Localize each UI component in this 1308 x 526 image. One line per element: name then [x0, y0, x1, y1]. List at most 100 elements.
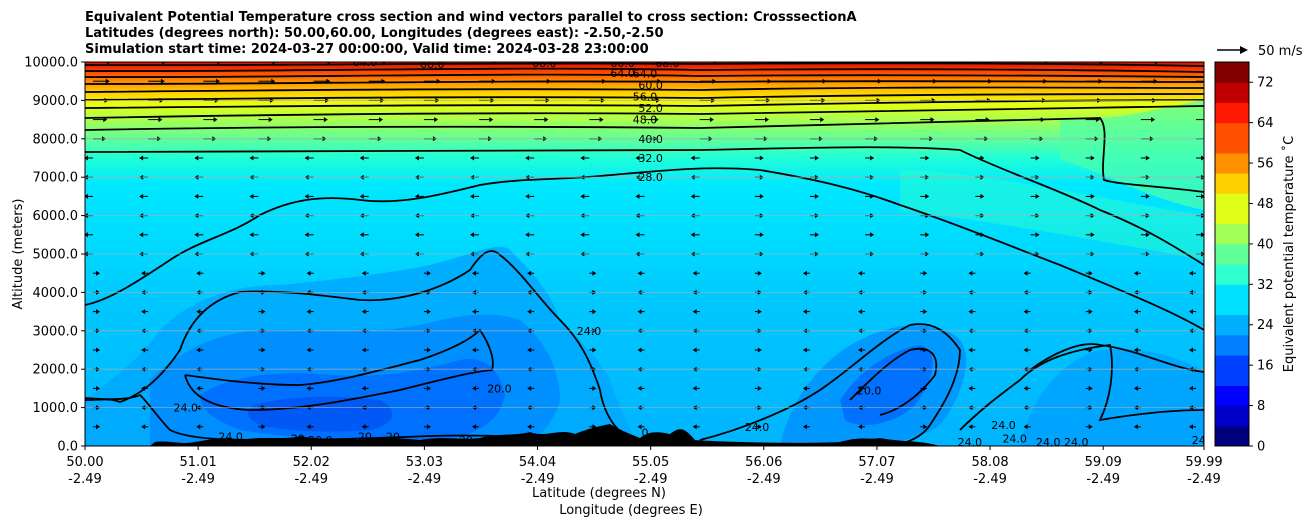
- colorbar-tick-label: 0: [1257, 440, 1265, 455]
- wind-vector-head: [196, 385, 201, 391]
- wind-vector-head: [470, 232, 475, 238]
- wind-vector-head: [692, 270, 697, 276]
- contour-label: 32.0: [638, 152, 663, 165]
- colorbar-segment: [1215, 435, 1249, 447]
- wind-vector-head: [261, 385, 266, 391]
- wind-vector-head: [592, 347, 597, 353]
- title-line: Latitudes (degrees north): 50.00,60.00, …: [85, 26, 664, 41]
- wind-vector-head: [802, 347, 807, 353]
- wind-vector-head: [327, 62, 332, 65]
- wind-vector-head: [692, 347, 697, 353]
- colorbar-tick-label: 56: [1257, 157, 1274, 172]
- wind-vector-head: [870, 232, 875, 238]
- wind-vector-head: [525, 193, 530, 199]
- wind-vector-head: [96, 424, 100, 430]
- wind-vector-head: [96, 270, 100, 276]
- wind-vector-head: [989, 62, 994, 65]
- contour-label: 68.0: [420, 58, 445, 71]
- wind-vector-head: [1154, 62, 1159, 65]
- wind-vector-head: [249, 193, 254, 199]
- x-tick-label-lat: 59.09: [1085, 455, 1122, 470]
- wind-vector-head: [85, 232, 88, 238]
- contour-label: 64.0: [610, 67, 635, 80]
- colorbar-tick-label: 48: [1257, 197, 1274, 212]
- colorbar-tick-label: 24: [1257, 318, 1274, 333]
- colorbar-segment: [1215, 132, 1249, 144]
- wind-vector-head: [306, 270, 311, 276]
- wind-vector-head: [1088, 270, 1093, 276]
- wind-vector-head: [968, 270, 973, 276]
- y-tick-label: 9000.0: [33, 94, 79, 109]
- wind-vector-head: [968, 347, 973, 353]
- y-tick-label: 7000.0: [33, 171, 79, 186]
- wind-vector-head: [1095, 117, 1100, 123]
- contour-line: [85, 67, 1204, 73]
- contour-label: 60.0: [610, 57, 635, 70]
- wind-vector-head: [139, 155, 144, 161]
- contour-label: 24.0: [958, 436, 983, 449]
- wind-vector-head: [268, 117, 273, 123]
- wind-vector-head: [359, 232, 364, 238]
- wind-vector-head: [249, 155, 254, 161]
- wind-vector-head: [602, 78, 607, 84]
- title-line: Equivalent Potential Temperature cross s…: [85, 10, 857, 25]
- x-tick-label-lon: -2.49: [521, 472, 555, 487]
- wind-vector-head: [925, 232, 930, 238]
- wind-vector-head: [637, 309, 642, 315]
- wind-vector-head: [361, 347, 366, 353]
- colorbar-segment: [1215, 415, 1249, 427]
- contour-line-20: [184, 328, 494, 411]
- wind-vector-head: [635, 155, 640, 161]
- contour-line: [85, 86, 1204, 93]
- wind-vector-head: [1189, 347, 1193, 353]
- wind-vector-head: [306, 347, 311, 353]
- contour-label: 20.0: [487, 382, 512, 395]
- wind-vector-head: [1035, 155, 1040, 161]
- wind-vector-head: [709, 117, 714, 123]
- wind-vector-head: [1088, 385, 1093, 391]
- wind-vector-head: [802, 385, 807, 391]
- wind-vector-head: [158, 117, 163, 123]
- wind-vector-head: [1044, 62, 1049, 65]
- contour-label: 20.0: [308, 434, 333, 447]
- colorbar-segment: [1215, 375, 1249, 386]
- title-line: Simulation start time: 2024-03-27 00:00:…: [85, 42, 649, 57]
- wind-vector-head: [139, 193, 144, 199]
- wind-vector-head: [879, 62, 884, 65]
- contour-line: [85, 73, 1204, 79]
- wind-vector-head: [326, 78, 331, 84]
- wind-vector-head: [546, 78, 551, 84]
- contour-line: [85, 105, 1204, 119]
- wind-vector-head: [1090, 193, 1095, 199]
- wind-vector-head: [858, 309, 863, 315]
- colorbar: 0 8 16 24 32 40 48 56 64 72: [1214, 61, 1274, 455]
- wind-vector-head: [1209, 79, 1213, 84]
- x-tick-label-lon: -2.49: [634, 472, 668, 487]
- y-tick-label: 5000.0: [33, 248, 79, 263]
- wind-vector-head: [603, 62, 608, 65]
- wind-vector-head: [767, 78, 772, 84]
- wind-vector-head: [1133, 385, 1138, 391]
- contour-line: [85, 80, 1204, 85]
- wind-vector-head: [980, 155, 985, 161]
- wind-vector-head: [757, 385, 762, 391]
- colorbar-segment: [1215, 92, 1249, 103]
- wind-vector-head: [592, 270, 597, 276]
- wind-vector-head: [493, 62, 498, 65]
- colorbar-segment: [1215, 294, 1249, 306]
- wind-vector-head: [870, 193, 875, 199]
- wind-vector-head: [141, 424, 146, 430]
- wind-vector-head: [1145, 155, 1150, 161]
- contour-label: 20: [257, 436, 271, 449]
- wind-vector-head: [802, 309, 807, 315]
- contour-label: 48.0: [633, 114, 658, 127]
- colorbar-segment: [1215, 405, 1249, 417]
- colorbar-segment: [1215, 142, 1249, 154]
- contour-line: [85, 93, 1204, 101]
- wind-vector-head: [105, 78, 110, 84]
- wind-vector-head: [304, 155, 309, 161]
- wind-vector-head: [472, 424, 477, 430]
- wind-vector-head: [592, 424, 597, 430]
- colorbar-segment: [1215, 213, 1249, 225]
- wind-vector-head: [985, 117, 990, 123]
